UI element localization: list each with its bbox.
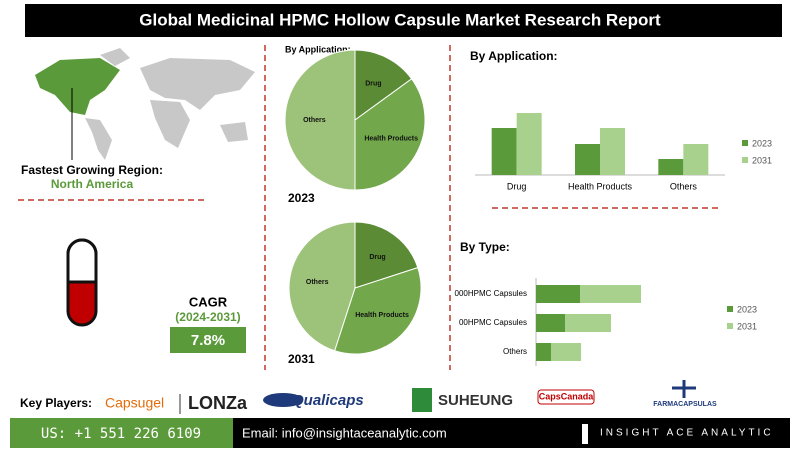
logo-shape [263,393,303,407]
legend-swatch [742,140,748,146]
chart-caption: 2023 [288,191,315,205]
bar-segment [551,343,581,361]
key-players-label: Key Players: [20,396,92,410]
y-tick-label: 00HPMC Capsules [459,318,527,327]
pie-slice [354,78,426,191]
phone-box [10,418,233,448]
legend-swatch [727,306,733,312]
company-logo: LONZa [188,393,248,413]
slice-label: Others [303,117,326,124]
chart-title: By Type: [460,240,510,254]
cagr-box [170,327,246,353]
bar-segment [536,343,551,361]
pie-slice [354,221,419,289]
logo-shape [672,380,696,398]
cagr-label: CAGR [189,294,228,309]
bar-segment [536,314,565,332]
legend-label: 2023 [737,304,757,314]
logo-shape [412,388,432,412]
legend-swatch [727,323,733,329]
bar-segment [580,285,641,303]
cagr-value: 7.8% [191,332,225,349]
bar [658,159,684,175]
bar-segment [536,285,580,303]
company-logo: Qualicaps [292,392,364,409]
y-tick-label: 000HPMC Capsules [455,289,527,298]
slice-label: Health Products [364,135,418,142]
bar [516,113,542,175]
region-label: Fastest Growing Region: [21,163,163,177]
footer-bar [233,418,790,448]
region-value: North America [51,177,134,191]
x-tick-label: Health Products [568,181,633,191]
company-logo: CapsCanada [539,391,595,401]
legend-label: 2031 [737,321,757,331]
legend-swatch [742,157,748,163]
bar [575,144,600,175]
logo-shape [537,389,595,405]
slice-label: Drug [365,81,381,88]
x-tick-label: Drug [507,181,527,191]
cagr-period: (2024-2031) [175,310,240,324]
company-logo: FARMACAPSULAS [653,401,717,408]
bar-segment [565,314,611,332]
phone: US: +1 551 226 6109 [41,426,201,442]
brand-icon [582,424,588,444]
y-tick-label: Others [503,347,527,356]
slice-label: Health Products [355,312,409,319]
chart-title: By Application: [470,49,558,63]
x-tick-label: Others [670,181,698,191]
title: Global Medicinal HPMC Hollow Capsule Mar… [139,10,661,29]
pie-slice [288,221,356,352]
chart-caption: 2031 [288,352,315,366]
legend-label: 2031 [752,155,772,165]
bar [491,128,517,175]
pie-slice [333,266,422,355]
company-logo: SUHEUNG [438,392,513,409]
brand: INSIGHT ACE ANALYTIC [600,428,774,439]
company-logo: Capsugel [105,395,164,411]
header-bar [25,4,782,37]
chart-title: By Application: [285,44,351,54]
bar [683,144,709,175]
bar [600,128,625,175]
pie-slice [354,49,413,121]
email: Email: info@insightaceanalytic.com [242,425,447,440]
capsule-icon [66,238,98,327]
world-map [35,48,255,160]
slice-label: Drug [369,254,385,261]
pie-slice [284,49,356,191]
legend-label: 2023 [752,138,772,148]
slice-label: Others [306,279,329,286]
